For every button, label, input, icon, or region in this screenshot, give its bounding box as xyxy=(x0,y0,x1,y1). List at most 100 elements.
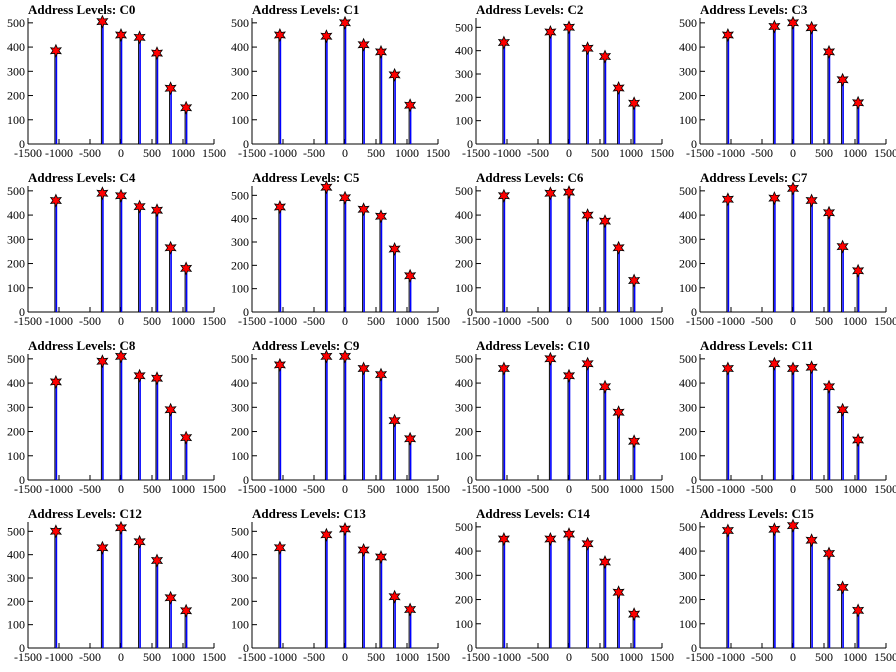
y-tick-label: 0 xyxy=(691,473,697,487)
y-tick-label: 500 xyxy=(455,352,473,366)
y-tick-label: 0 xyxy=(19,473,25,487)
x-tick-label: 0 xyxy=(566,146,572,160)
y-tick-label: 500 xyxy=(231,352,249,366)
peak-star-marker xyxy=(49,524,62,539)
y-tick-label: 200 xyxy=(455,425,473,439)
peak-star-marker xyxy=(404,98,417,113)
y-tick-label: 100 xyxy=(679,617,697,631)
y-tick-label: 500 xyxy=(231,524,249,538)
address-level-chart: Address Levels: C12 0 100 200 300 400 500 -1500… xyxy=(7,506,226,664)
y-tick-label: 300 xyxy=(231,64,249,78)
y-tick-label: 100 xyxy=(455,617,473,631)
address-level-panel: Address Levels: C13 0 100 200 300 400 500 -1500… xyxy=(224,504,450,672)
y-tick-label: 500 xyxy=(455,184,473,198)
y-tick-label: 100 xyxy=(679,449,697,463)
x-tick-label: -1000 xyxy=(717,482,745,496)
x-tick-label: -1000 xyxy=(45,482,73,496)
address-level-chart: Address Levels: C00100200300400500-1500-… xyxy=(7,2,226,160)
address-level-panel: Address Levels: C2 0 100 200 300 400 500 -1500-… xyxy=(448,0,674,168)
y-tick-label: 500 xyxy=(455,520,473,534)
x-tick-label: -500 xyxy=(527,314,549,328)
address-level-panel: Address Levels: C0 0 100 200 300 400 500 -1500-… xyxy=(0,0,226,168)
x-tick-label: -1500 xyxy=(686,482,714,496)
x-tick-label: 1000 xyxy=(619,650,643,664)
x-tick-label: -1000 xyxy=(45,146,73,160)
x-tick-label: -500 xyxy=(751,146,773,160)
peak-star-marker xyxy=(836,580,849,595)
x-tick-label: -1500 xyxy=(14,146,42,160)
peak-star-marker xyxy=(581,41,594,56)
y-tick-label: 300 xyxy=(455,67,473,81)
peak-star-marker xyxy=(133,368,146,383)
y-tick-label: 200 xyxy=(455,257,473,271)
peak-star-marker xyxy=(374,550,388,564)
peak-star-marker xyxy=(150,46,164,61)
x-tick-label: -1000 xyxy=(493,650,521,664)
x-tick-label: -1000 xyxy=(45,314,73,328)
y-tick-label: 100 xyxy=(7,113,25,127)
peak-star-marker xyxy=(404,268,417,283)
x-tick-label: -500 xyxy=(79,314,101,328)
y-tick-label: 200 xyxy=(231,89,249,103)
peak-star-marker xyxy=(562,185,576,200)
x-tick-label: -1500 xyxy=(14,650,42,664)
y-tick-label: 0 xyxy=(19,137,25,151)
peak-star-marker xyxy=(374,367,388,382)
y-tick-label: 300 xyxy=(455,400,473,414)
chart-title: Address Levels: C1 xyxy=(252,2,359,17)
y-tick-label: 100 xyxy=(455,281,473,295)
x-tick-label: -500 xyxy=(303,314,325,328)
peak-star-marker xyxy=(581,356,594,371)
y-tick-label: 400 xyxy=(231,376,249,390)
peak-star-marker xyxy=(786,181,800,196)
peak-star-marker xyxy=(628,96,641,111)
peak-star-marker xyxy=(544,532,557,546)
peak-star-marker xyxy=(114,28,128,42)
address-level-panel: Address Levels: C14 0 100 200 300 400 500 -1500… xyxy=(448,504,674,672)
address-level-chart: Address Levels: C14 0 100 200 300 400 500 -1500… xyxy=(455,506,674,664)
address-level-panel: Address Levels: C5 0 100 200 300 400 500 -1500-… xyxy=(224,168,450,336)
peak-star-marker xyxy=(133,199,146,214)
y-tick-label: 200 xyxy=(679,593,697,607)
x-tick-label: -1500 xyxy=(238,314,266,328)
x-tick-label: -1000 xyxy=(493,314,521,328)
peak-star-marker xyxy=(836,72,849,87)
peak-star-marker xyxy=(273,200,286,214)
y-tick-label: 400 xyxy=(455,44,473,58)
address-level-panel: Address Levels: C11 0 100 200 300 400 500 -1500… xyxy=(672,336,896,504)
x-tick-label: 1500 xyxy=(202,482,226,496)
x-tick-label: -500 xyxy=(303,482,325,496)
peak-star-marker xyxy=(374,209,388,224)
x-tick-label: 0 xyxy=(566,650,572,664)
peak-star-marker xyxy=(320,527,333,542)
x-tick-label: 1500 xyxy=(426,650,450,664)
x-tick-label: 500 xyxy=(143,314,161,328)
peak-star-marker xyxy=(598,379,612,394)
x-tick-label: -500 xyxy=(303,146,325,160)
chart-title: Address Levels: C9 xyxy=(252,338,360,353)
peak-star-marker xyxy=(357,361,370,376)
x-tick-label: 1000 xyxy=(171,314,195,328)
y-tick-label: 200 xyxy=(679,89,697,103)
y-tick-label: 100 xyxy=(679,281,697,295)
peak-star-marker xyxy=(805,533,818,548)
x-tick-label: 0 xyxy=(790,146,796,160)
peak-star-marker xyxy=(544,186,557,201)
x-tick-label: -1000 xyxy=(717,314,745,328)
x-tick-label: 1500 xyxy=(426,482,450,496)
peak-star-marker xyxy=(628,434,641,449)
x-tick-label: -500 xyxy=(79,482,101,496)
x-tick-label: -1500 xyxy=(462,314,490,328)
y-tick-label: 200 xyxy=(7,594,25,608)
peak-star-marker xyxy=(114,188,128,203)
y-tick-label: 200 xyxy=(679,425,697,439)
x-tick-label: 500 xyxy=(591,650,609,664)
peak-star-marker xyxy=(96,540,109,555)
x-tick-label: -1500 xyxy=(686,650,714,664)
y-tick-label: 300 xyxy=(679,400,697,414)
peak-star-marker xyxy=(49,374,62,389)
y-tick-label: 0 xyxy=(19,305,25,319)
x-tick-label: -1500 xyxy=(686,314,714,328)
x-tick-label: -1500 xyxy=(14,314,42,328)
